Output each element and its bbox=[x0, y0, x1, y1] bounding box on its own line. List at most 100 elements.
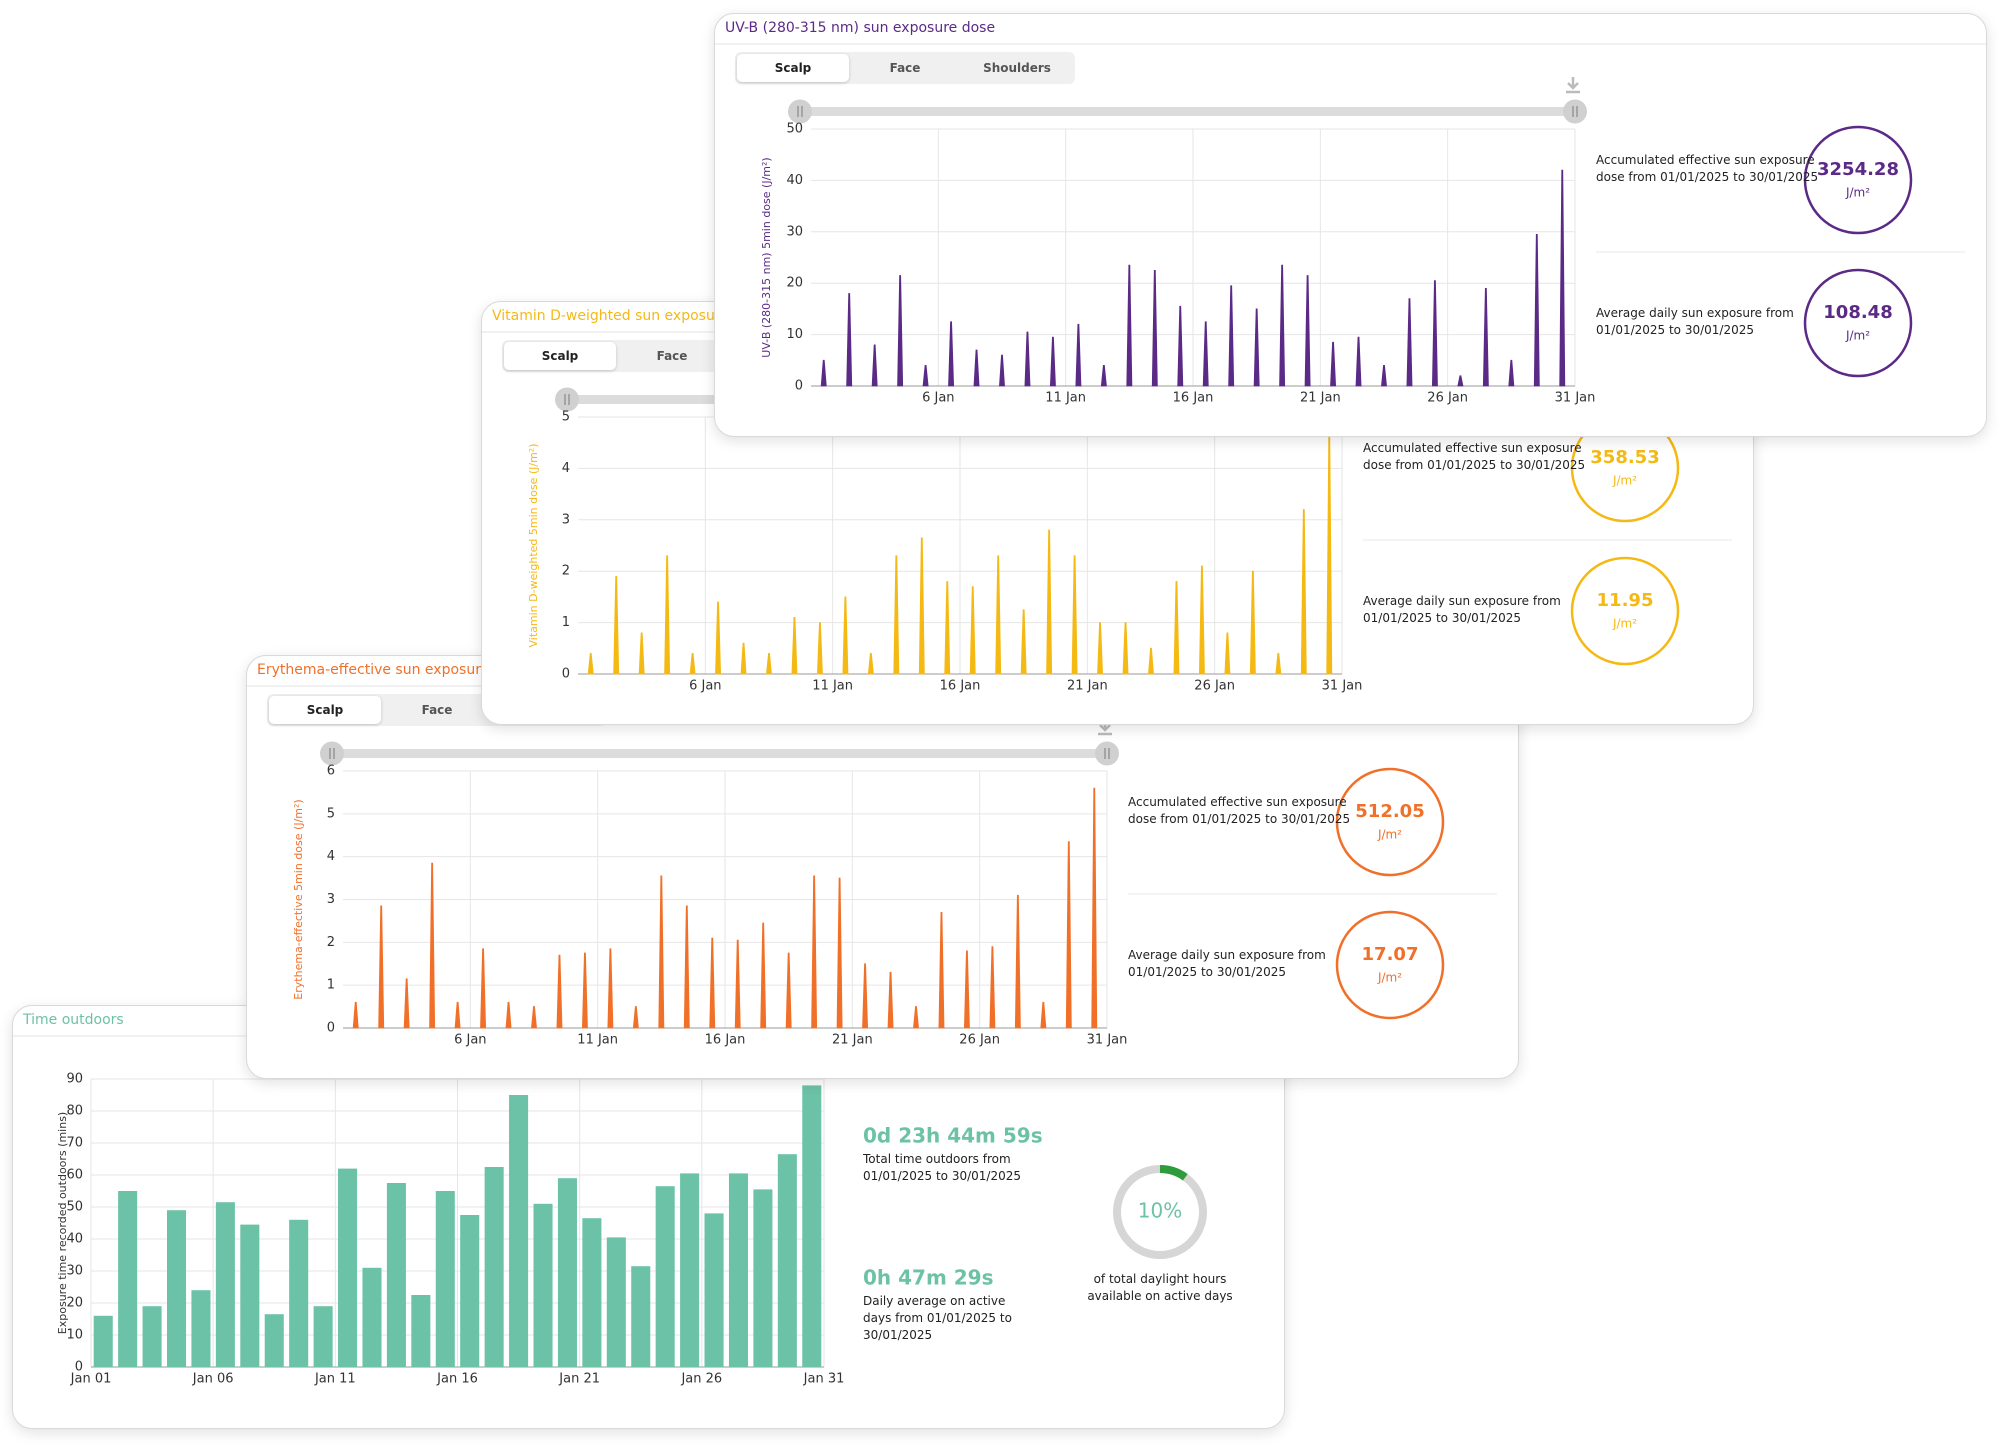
spike bbox=[1040, 1001, 1047, 1029]
spike bbox=[1508, 359, 1515, 387]
spike bbox=[887, 971, 894, 1029]
x-tick-label: Jan 01 bbox=[70, 1372, 112, 1387]
spike bbox=[734, 939, 741, 1029]
y-tick-label: 4 bbox=[327, 849, 335, 864]
spike bbox=[1122, 622, 1129, 675]
spike bbox=[556, 954, 563, 1029]
spike bbox=[836, 877, 843, 1029]
spike bbox=[867, 653, 874, 675]
bar bbox=[753, 1189, 773, 1367]
spike bbox=[1020, 609, 1027, 675]
bar bbox=[142, 1306, 162, 1367]
bar bbox=[606, 1237, 626, 1367]
range-slider-handle[interactable] bbox=[1095, 741, 1119, 766]
spike bbox=[963, 950, 970, 1029]
tab[interactable]: Scalp bbox=[269, 696, 381, 724]
stat-ring bbox=[1803, 268, 1913, 378]
y-tick-label: 10 bbox=[786, 327, 803, 342]
spike bbox=[1253, 308, 1260, 387]
bar bbox=[93, 1315, 113, 1367]
spike bbox=[1091, 787, 1098, 1029]
x-tick-label: Jan 16 bbox=[436, 1372, 478, 1387]
y-tick-label: 2 bbox=[562, 564, 570, 579]
spike bbox=[785, 952, 792, 1029]
bar bbox=[215, 1202, 235, 1367]
range-slider-handle[interactable] bbox=[1563, 99, 1587, 124]
x-tick-label: 6 Jan bbox=[454, 1033, 486, 1048]
stat-label: Accumulated effective sun exposure dose … bbox=[1596, 153, 1819, 184]
spike bbox=[1177, 305, 1184, 387]
x-tick-label: 6 Jan bbox=[689, 679, 721, 694]
bar bbox=[460, 1215, 480, 1367]
tab[interactable]: Face bbox=[421, 703, 453, 717]
spike bbox=[683, 905, 690, 1029]
tab[interactable]: Shoulders bbox=[983, 61, 1051, 75]
spike bbox=[816, 622, 823, 675]
bar bbox=[533, 1203, 553, 1367]
bar bbox=[191, 1290, 211, 1367]
spike bbox=[973, 349, 980, 387]
spike bbox=[1330, 341, 1337, 387]
y-axis-label: Erythema-effective 5min dose (J/m²) bbox=[292, 799, 305, 999]
y-tick-label: 1 bbox=[327, 978, 335, 993]
stat-unit: J/m² bbox=[1845, 186, 1870, 200]
x-tick-label: 16 Jan bbox=[940, 679, 981, 694]
spike bbox=[1075, 323, 1082, 387]
bar bbox=[777, 1154, 797, 1367]
tab[interactable]: Face bbox=[889, 61, 921, 75]
stat-unit: J/m² bbox=[1377, 828, 1402, 842]
tab[interactable]: Scalp bbox=[737, 54, 849, 82]
stat-label: Daily average on active days from 01/01/… bbox=[863, 1294, 1012, 1342]
bar bbox=[435, 1191, 455, 1367]
x-tick-label: 11 Jan bbox=[577, 1033, 618, 1048]
y-tick-label: 4 bbox=[562, 461, 570, 476]
bar bbox=[680, 1173, 700, 1367]
stat-value: 0d 23h 44m 59s bbox=[863, 1124, 1043, 1148]
spike bbox=[897, 275, 904, 387]
y-tick-label: 6 bbox=[327, 764, 335, 779]
spike bbox=[1431, 280, 1438, 387]
spike bbox=[948, 321, 955, 387]
spike bbox=[1224, 632, 1231, 675]
x-tick-label: Jan 31 bbox=[803, 1372, 845, 1387]
stat-label: Average daily sun exposure from 01/01/20… bbox=[1363, 594, 1561, 625]
spike bbox=[1097, 622, 1104, 675]
tab[interactable]: Scalp bbox=[504, 342, 616, 370]
spike bbox=[999, 354, 1005, 387]
x-tick-label: 31 Jan bbox=[1087, 1033, 1128, 1048]
x-tick-label: 11 Jan bbox=[1045, 391, 1086, 406]
card-title: Time outdoors bbox=[23, 1012, 124, 1028]
bar bbox=[704, 1213, 724, 1367]
card: 0 10 20 30 40 50 6 Jan 11 Jan 16 Jan 21 Jan 26 Jan… bbox=[714, 13, 1987, 437]
spike bbox=[1275, 653, 1282, 675]
spike bbox=[846, 293, 853, 387]
spike bbox=[969, 586, 976, 675]
spike bbox=[922, 365, 929, 387]
card-title: Vitamin D-weighted sun exposure dose bbox=[492, 308, 767, 324]
spike bbox=[1559, 169, 1566, 387]
range-slider-handle[interactable] bbox=[320, 741, 344, 766]
download-icon[interactable] bbox=[1566, 77, 1580, 94]
spike bbox=[1065, 841, 1072, 1029]
stat-value: 108.48 bbox=[1823, 302, 1892, 323]
x-tick-label: 26 Jan bbox=[959, 1033, 1000, 1048]
x-tick-label: 31 Jan bbox=[1555, 391, 1596, 406]
spike bbox=[378, 905, 385, 1029]
spike bbox=[429, 862, 436, 1029]
donut-label: of total daylight hours available on act… bbox=[1087, 1272, 1233, 1303]
stat-value: 17.07 bbox=[1362, 944, 1419, 965]
range-slider-handle[interactable] bbox=[788, 99, 812, 124]
bar bbox=[728, 1173, 749, 1367]
card-title: Erythema-effective sun exposure dose bbox=[257, 662, 528, 678]
handle-grip bbox=[564, 394, 570, 405]
chart: 0 1 2 3 4 5 6 6 Jan 11 Jan 16 Jan 21 Jan 26 Jan 31 J… bbox=[247, 685, 1518, 1048]
x-tick-label: 6 Jan bbox=[922, 391, 954, 406]
tab[interactable]: Face bbox=[656, 349, 688, 363]
y-tick-label: 3 bbox=[327, 892, 335, 907]
bar bbox=[166, 1210, 187, 1367]
y-tick-label: 30 bbox=[786, 224, 803, 239]
y-tick-label: 2 bbox=[327, 935, 335, 950]
spike bbox=[918, 537, 925, 675]
spike bbox=[1279, 264, 1286, 387]
range-slider-handle[interactable] bbox=[555, 387, 579, 412]
